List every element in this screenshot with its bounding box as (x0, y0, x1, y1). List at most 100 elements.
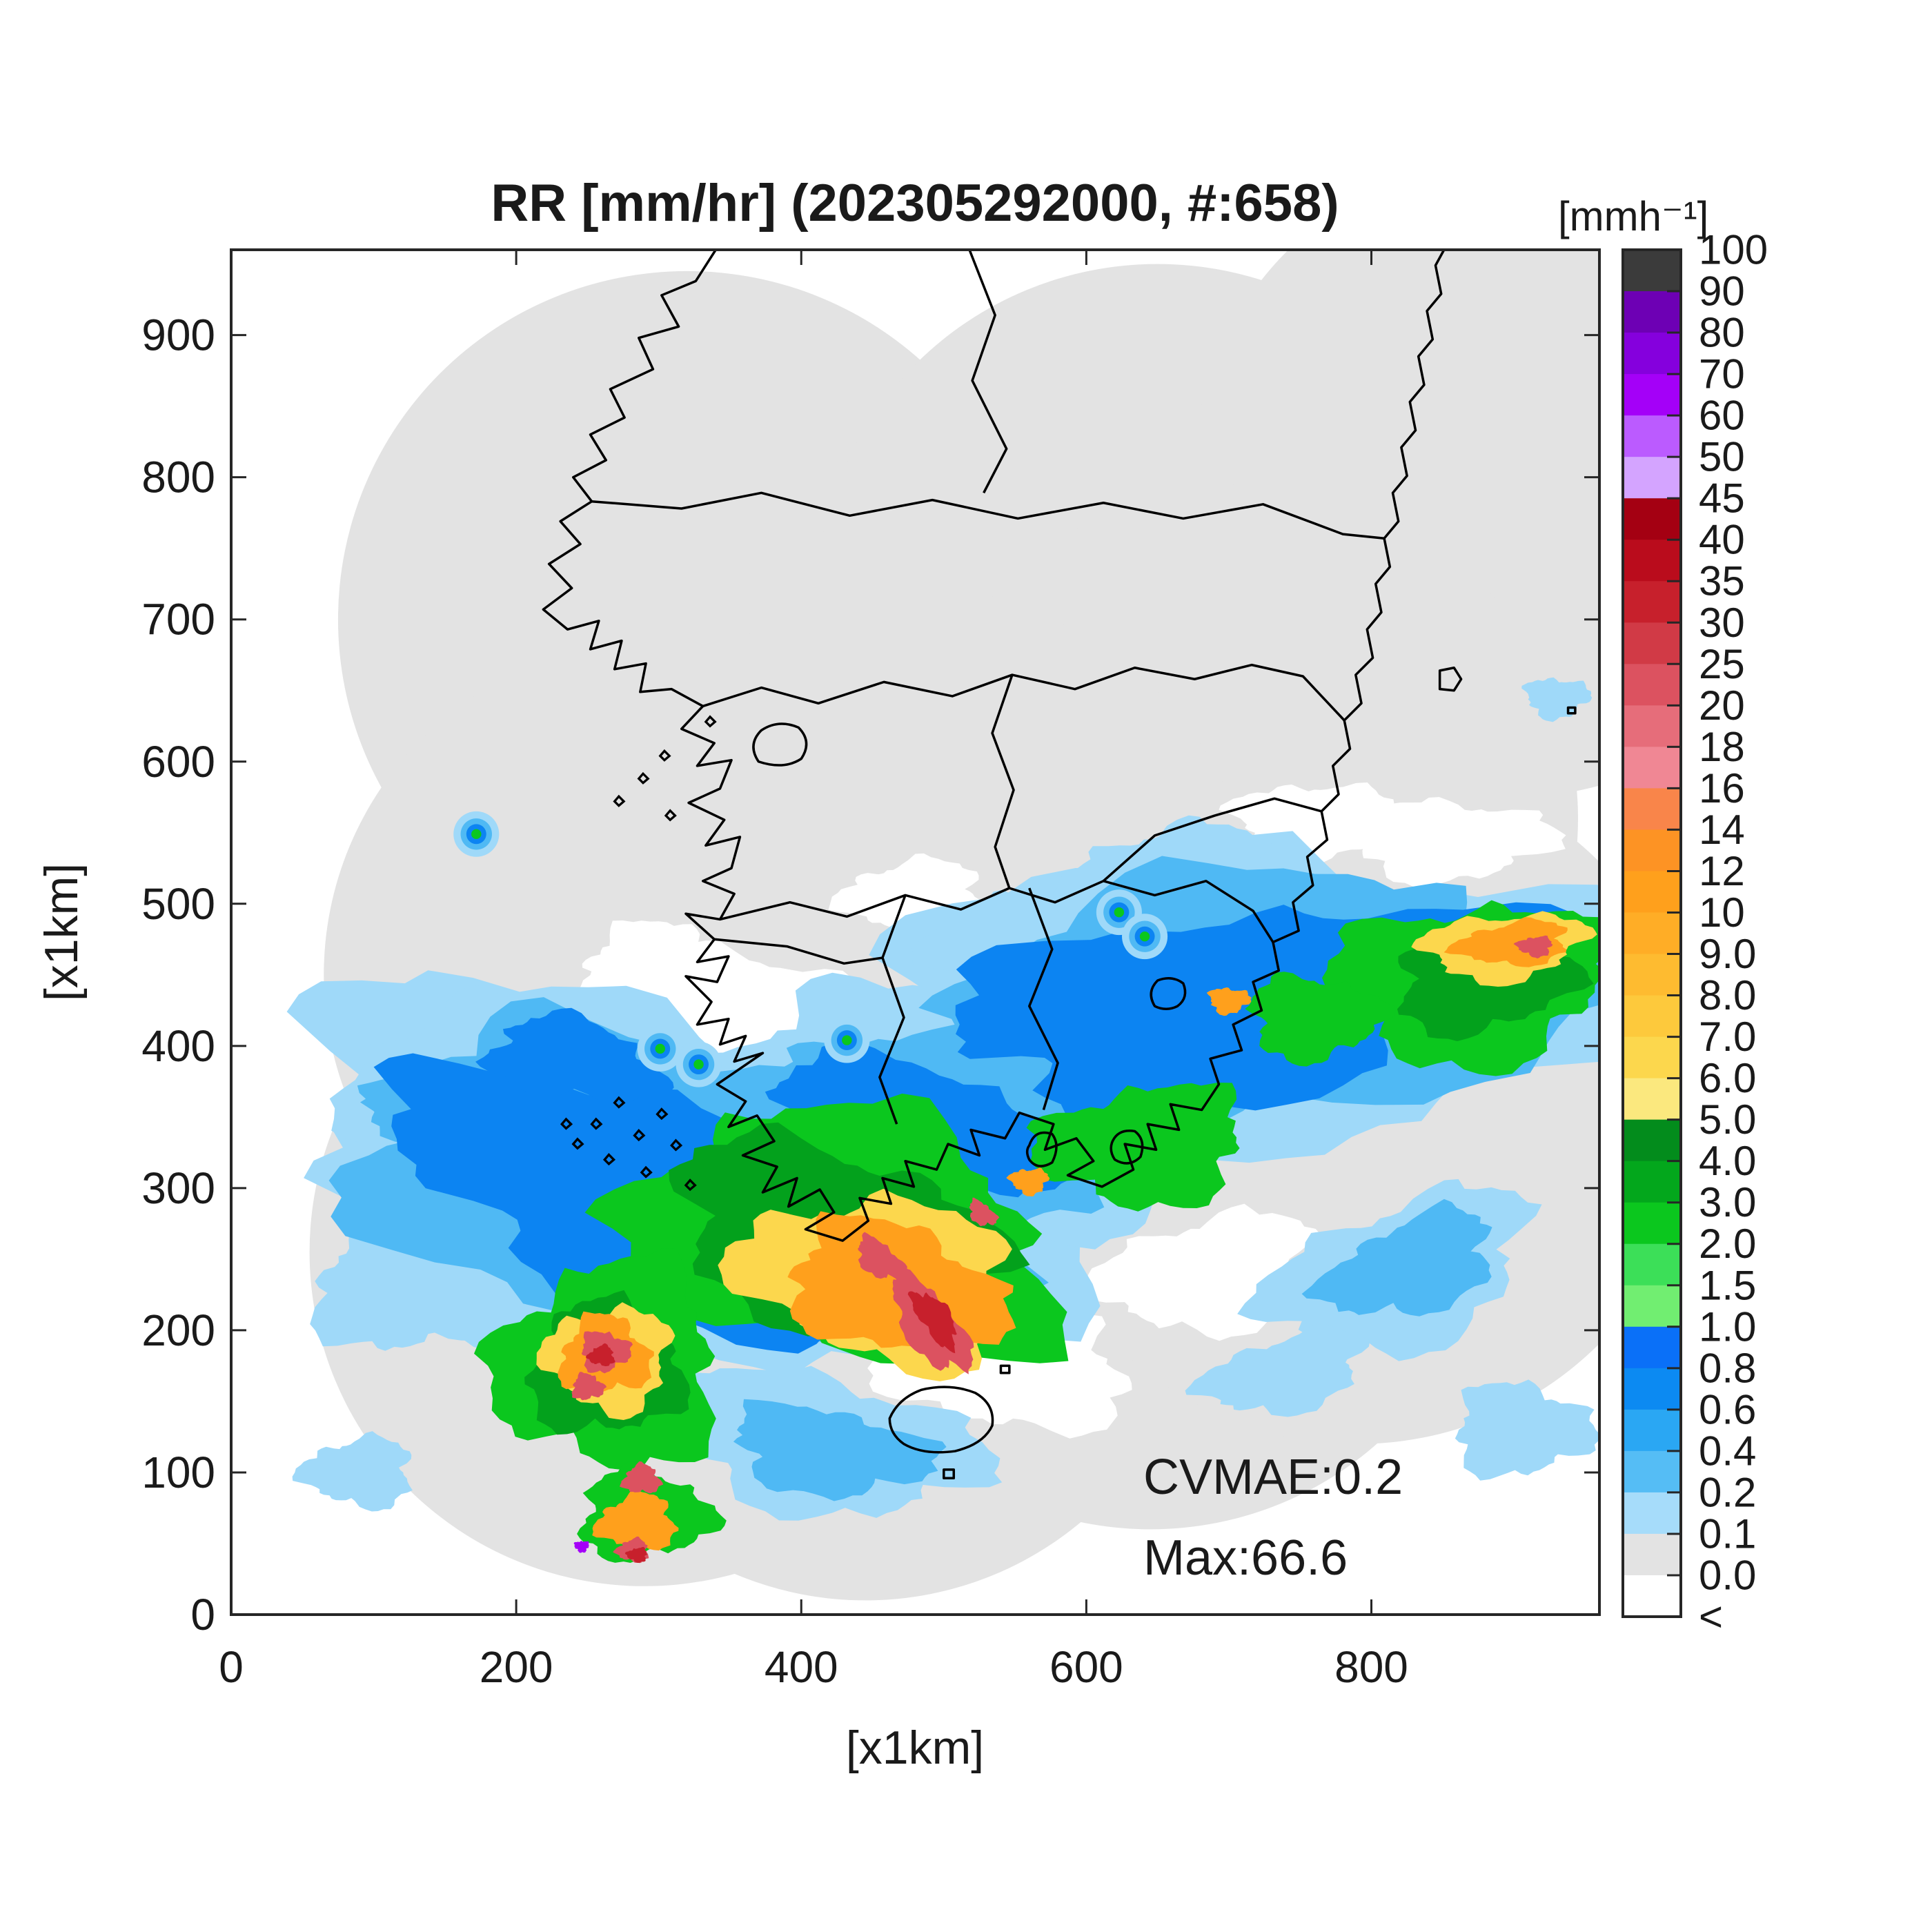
coastline-path (542, 250, 1446, 1242)
colorbar-cell (1623, 788, 1681, 831)
colorbar-cell (1623, 1492, 1681, 1535)
colorbar-cell (1623, 1078, 1681, 1121)
coastline-path (591, 491, 1385, 540)
colorbar-tick-label: 10 (1699, 889, 1745, 936)
map-area (286, 250, 1599, 1601)
colorbar-unit-label: [mmh⁻¹] (1558, 193, 1708, 239)
colorbar-cell (1623, 622, 1681, 664)
coastline-path (1110, 1130, 1144, 1165)
precip-blob (292, 1431, 413, 1512)
island-outline (633, 1129, 646, 1142)
precip-blob (310, 1213, 504, 1351)
coastline-path (1027, 887, 1059, 1111)
cvmae-annotation: CVMAE:0.2 (1143, 1450, 1403, 1505)
precip-blob (1455, 1379, 1599, 1481)
colorbar-cell (1623, 498, 1681, 540)
colorbar-tick-label: < (1699, 1594, 1723, 1640)
coastline-path (714, 938, 883, 965)
echo-spot (471, 829, 482, 840)
colorbar-cell (1623, 1119, 1681, 1162)
coastline-group (542, 250, 1577, 1479)
colorbar-tick-label: 18 (1699, 724, 1745, 770)
x-tick-label: 600 (1049, 1642, 1123, 1692)
island-outline (571, 1137, 584, 1150)
coastline-path (752, 722, 808, 767)
island-outline (637, 771, 650, 785)
coastline-path (888, 1386, 994, 1454)
echo-spot (693, 1059, 704, 1070)
precip-blob (475, 1007, 674, 1102)
colorbar-cell (1623, 1285, 1681, 1328)
precip-blob (620, 1461, 664, 1494)
precip-blob (907, 1291, 957, 1354)
x-tick-label: 200 (480, 1642, 553, 1692)
colorbar-ticks (1667, 290, 1681, 1577)
island-outline (670, 1138, 683, 1152)
island-outline (560, 1117, 573, 1130)
colorbar-tick-label: 70 (1699, 351, 1745, 397)
colorbar-border (1621, 248, 1682, 1618)
colorbar-tick-label: 8.0 (1699, 972, 1756, 1018)
colorbar-cell (1623, 1533, 1681, 1576)
colorbar-cell (1623, 415, 1681, 457)
colorbar-cell (1623, 1575, 1681, 1617)
colorbar-tick-label: 90 (1699, 268, 1745, 315)
coastline-path (702, 663, 1346, 722)
y-tick-label: 400 (141, 1021, 215, 1071)
colorbar-cell (1623, 581, 1681, 623)
colorbar-tick-label: 80 (1699, 310, 1745, 356)
colorbar-tick-label: 0.1 (1699, 1510, 1756, 1557)
colorbar-tick-label: 45 (1699, 475, 1745, 522)
colorbar-cell (1623, 540, 1681, 582)
echo-spot (842, 1035, 852, 1045)
colorbar-cell (1623, 995, 1681, 1038)
island-outline (640, 1165, 653, 1179)
precip-blob (733, 1399, 947, 1501)
colorbar-tick-label: 0.8 (1699, 1345, 1756, 1391)
y-tick-label: 200 (141, 1305, 215, 1355)
island-outline (664, 809, 677, 822)
colorbar-tick-label: 7.0 (1699, 1014, 1756, 1060)
precip-blob (969, 1197, 1000, 1227)
x-tick-label: 0 (219, 1642, 244, 1692)
no-echo-patch (1345, 797, 1566, 888)
colorbar-cell (1623, 1036, 1681, 1079)
colorbar-tick-label: 12 (1699, 848, 1745, 894)
colorbar-cell (1623, 954, 1681, 996)
colorbar-tick-label: 9.0 (1699, 931, 1756, 977)
colorbar-tick-label: 20 (1699, 682, 1745, 729)
colorbar-cell (1623, 747, 1681, 789)
colorbar-tick-label: 40 (1699, 517, 1745, 563)
echo-spot (1114, 907, 1125, 918)
colorbar-cell (1623, 333, 1681, 375)
island-outline (613, 1096, 626, 1109)
max-annotation: Max:66.6 (1143, 1530, 1348, 1586)
island-outline (590, 1117, 603, 1130)
y-axis-label: [x1km] (35, 863, 88, 1001)
colorbar-cell (1623, 291, 1681, 333)
colorbar-tick-label: 25 (1699, 641, 1745, 687)
colorbar-cells (1623, 250, 1681, 1617)
y-tick-label: 900 (141, 310, 215, 360)
axis-ticks (230, 250, 1599, 1616)
colorbar-cell (1623, 1368, 1681, 1410)
x-tick-label: 400 (765, 1642, 838, 1692)
colorbar-tick-label: 0.6 (1699, 1386, 1756, 1432)
precip-blob (858, 1232, 907, 1281)
colorbar-cell (1623, 664, 1681, 706)
echo-spot (1139, 931, 1150, 942)
precip-blob (1513, 935, 1553, 958)
island-outline (704, 715, 717, 728)
colorbar-tick-label: 6.0 (1699, 1055, 1756, 1101)
y-tick-labels: 0 100 200 300 400 500 600 700 800 900 (141, 310, 215, 1639)
island-outline (684, 1179, 697, 1192)
precip-blob (571, 1372, 607, 1401)
coastline-path (1102, 797, 1322, 883)
colorbar-cell (1623, 1202, 1681, 1245)
x-axis-label: [x1km] (846, 1722, 984, 1774)
colorbar-tick-label: 2.0 (1699, 1221, 1756, 1267)
colorbar-tick-label: 14 (1699, 807, 1745, 853)
coastline-path (1025, 1131, 1058, 1167)
island-outline (656, 1107, 669, 1121)
